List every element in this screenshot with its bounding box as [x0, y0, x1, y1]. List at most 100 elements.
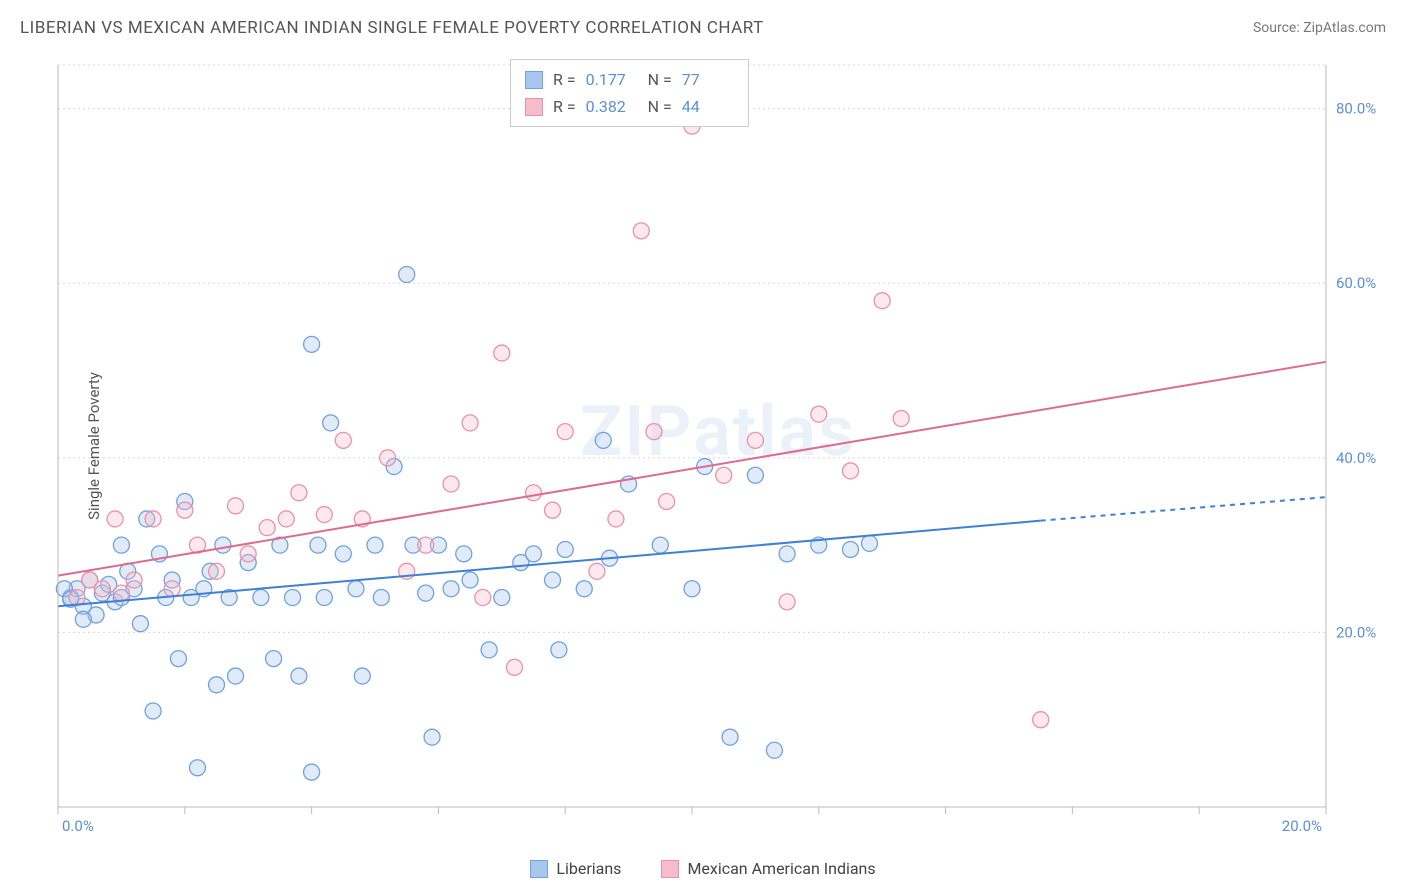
data-point-series2 — [126, 572, 142, 588]
data-point-series2 — [107, 511, 123, 527]
trend-line-series1 — [58, 521, 1041, 607]
data-point-series1 — [335, 546, 351, 562]
data-point-series1 — [132, 616, 148, 632]
data-point-series2 — [94, 581, 110, 597]
data-point-series2 — [1033, 712, 1049, 728]
data-point-series2 — [335, 432, 351, 448]
data-point-series1 — [75, 611, 91, 627]
legend-item: Mexican American Indians — [661, 859, 875, 878]
data-point-series1 — [545, 572, 561, 588]
data-point-series2 — [462, 415, 478, 431]
data-point-series1 — [595, 432, 611, 448]
legend-swatch — [525, 71, 543, 89]
data-point-series1 — [557, 541, 573, 557]
data-point-series1 — [684, 581, 700, 597]
data-point-series1 — [291, 668, 307, 684]
data-point-series2 — [811, 406, 827, 422]
data-point-series2 — [545, 502, 561, 518]
data-point-series2 — [209, 563, 225, 579]
data-point-series1 — [443, 581, 459, 597]
data-point-series2 — [557, 424, 573, 440]
data-point-series2 — [608, 511, 624, 527]
data-point-series1 — [266, 651, 282, 667]
data-point-series1 — [481, 642, 497, 658]
data-point-series1 — [494, 589, 510, 605]
data-point-series2 — [145, 511, 161, 527]
data-point-series1 — [722, 729, 738, 745]
data-point-series2 — [240, 546, 256, 562]
data-point-series2 — [779, 594, 795, 610]
data-point-series1 — [576, 581, 592, 597]
data-point-series1 — [285, 589, 301, 605]
data-point-series2 — [291, 485, 307, 501]
data-point-series1 — [189, 760, 205, 776]
chart-source: Source: ZipAtlas.com — [1253, 20, 1386, 36]
data-point-series1 — [652, 537, 668, 553]
y-axis-label: Single Female Poverty — [85, 372, 103, 520]
chart-svg: 20.0% 40.0% 60.0% 80.0% ZIPatlas 0.0% 20.0% — [50, 55, 1386, 837]
data-point-series2 — [316, 507, 332, 523]
data-point-series2 — [418, 537, 434, 553]
legend-label: Liberians — [556, 859, 621, 878]
legend-swatch — [525, 98, 543, 116]
data-point-series1 — [304, 764, 320, 780]
data-point-series1 — [253, 589, 269, 605]
data-point-series2 — [874, 293, 890, 309]
data-point-series2 — [443, 476, 459, 492]
data-point-series1 — [462, 572, 478, 588]
data-point-series1 — [209, 677, 225, 693]
watermark-text: ZIPatlas — [580, 391, 856, 473]
data-point-series2 — [113, 585, 129, 601]
data-point-series2 — [177, 502, 193, 518]
data-point-series2 — [646, 424, 662, 440]
data-point-series1 — [113, 537, 129, 553]
legend-item: Liberians — [530, 859, 621, 878]
data-point-series2 — [494, 345, 510, 361]
stats-box: R =0.177N =77R =0.382N =44 — [510, 59, 749, 127]
svg-text:0.0%: 0.0% — [62, 817, 94, 835]
bottom-legend: Liberians Mexican American Indians — [0, 859, 1406, 878]
data-point-series1 — [779, 546, 795, 562]
data-point-series2 — [380, 450, 396, 466]
plot-area: Single Female Poverty 20.0% 40.0% 60.0% 80.… — [50, 55, 1388, 837]
data-point-series1 — [145, 703, 161, 719]
data-point-series1 — [348, 581, 364, 597]
data-point-series1 — [170, 651, 186, 667]
svg-text:20.0%: 20.0% — [1336, 623, 1376, 641]
stats-row: R =0.177N =77 — [525, 66, 734, 93]
data-point-series1 — [526, 546, 542, 562]
legend-swatch — [530, 860, 548, 878]
data-point-series1 — [367, 537, 383, 553]
data-point-series2 — [164, 581, 180, 597]
data-point-series2 — [716, 467, 732, 483]
svg-text:20.0%: 20.0% — [1282, 817, 1322, 835]
data-point-series1 — [310, 537, 326, 553]
data-point-series1 — [766, 742, 782, 758]
data-point-series1 — [843, 541, 859, 557]
data-point-series1 — [316, 589, 332, 605]
data-point-series2 — [843, 463, 859, 479]
legend-swatch — [661, 860, 679, 878]
data-point-series1 — [323, 415, 339, 431]
data-point-series1 — [551, 642, 567, 658]
data-point-series1 — [418, 585, 434, 601]
data-point-series2 — [259, 520, 275, 536]
data-point-series2 — [659, 493, 675, 509]
data-point-series1 — [354, 668, 370, 684]
svg-text:40.0%: 40.0% — [1336, 449, 1376, 467]
data-point-series1 — [399, 267, 415, 283]
data-point-series2 — [589, 563, 605, 579]
data-point-series1 — [424, 729, 440, 745]
trend-line-series1-dash — [1041, 497, 1326, 521]
data-point-series1 — [862, 535, 878, 551]
data-point-series1 — [215, 537, 231, 553]
data-point-series2 — [526, 485, 542, 501]
data-point-series2 — [506, 659, 522, 675]
data-point-series1 — [228, 668, 244, 684]
svg-text:80.0%: 80.0% — [1336, 100, 1376, 118]
legend-label: Mexican American Indians — [687, 859, 875, 878]
data-point-series1 — [373, 589, 389, 605]
data-point-series2 — [228, 498, 244, 514]
svg-text:60.0%: 60.0% — [1336, 274, 1376, 292]
data-point-series2 — [893, 411, 909, 427]
